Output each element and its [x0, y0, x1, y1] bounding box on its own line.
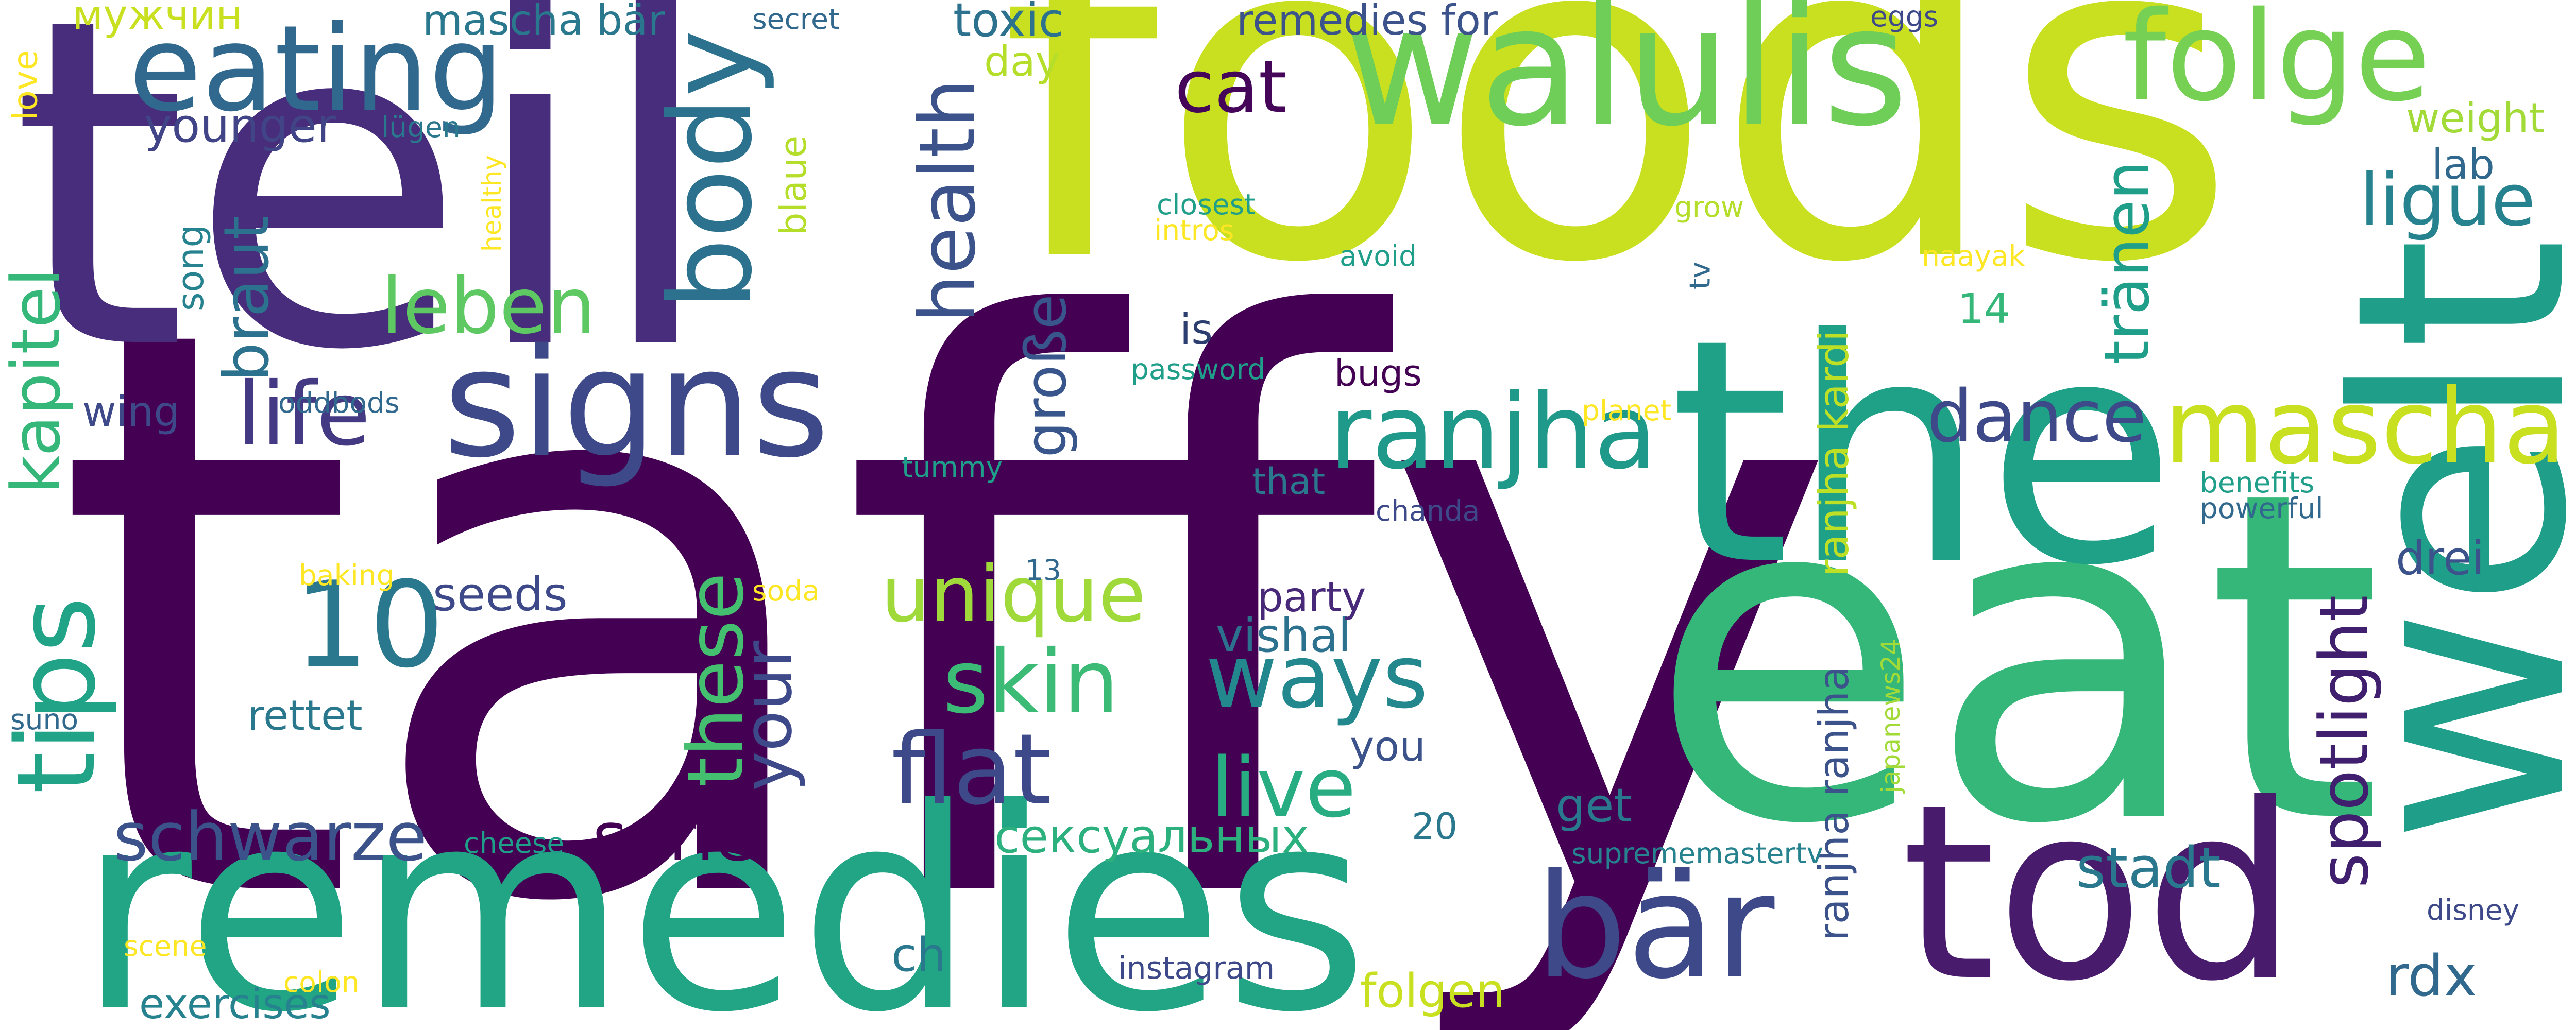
- word-remedies-for: remedies for: [1236, 0, 1498, 44]
- word-healthy: healthy: [477, 155, 507, 252]
- word-you: you: [1350, 723, 1426, 770]
- word-muzhchin: мужчин: [72, 0, 243, 39]
- word-foods: foods: [999, 0, 2238, 362]
- word-eating: eating: [129, 1, 504, 138]
- word-mascha-baer: mascha bär: [422, 0, 665, 44]
- word-rdx: rdx: [2385, 943, 2478, 1009]
- word-kapitel: kapitel: [0, 268, 75, 494]
- word-grosse: große: [1013, 294, 1079, 458]
- word-tummy: tummy: [902, 451, 1003, 484]
- word-health: health: [903, 78, 993, 323]
- word-blaue: bugs: [1334, 352, 1422, 394]
- word-13: 13: [1025, 554, 1061, 587]
- word-love: love: [6, 49, 45, 121]
- word-intros: intros: [1154, 214, 1234, 247]
- word-naayak: naayak: [1922, 239, 2025, 272]
- word-password: password: [1131, 353, 1266, 386]
- word-closest: closest: [1157, 188, 1256, 221]
- word-weight: weight: [2406, 94, 2545, 142]
- word-grow: grow: [1674, 191, 1744, 224]
- word-chanda: chanda: [1376, 494, 1480, 527]
- word-ranjha-kardi: ranjha kardi: [1810, 330, 1858, 577]
- word-life: life: [237, 364, 370, 466]
- word-unique: unique: [881, 550, 1146, 640]
- word-luegen: blaue: [772, 135, 815, 236]
- word-that: exercises: [139, 980, 331, 1028]
- word-dance: dance: [1927, 375, 2147, 459]
- word-rettet: rettet: [247, 692, 363, 740]
- word-skin: skin: [943, 631, 1119, 733]
- word-ch: ch: [891, 928, 946, 982]
- word-cheese: cheese: [464, 827, 565, 860]
- word-powerful: powerful: [2200, 492, 2324, 525]
- word-scene: scene: [124, 930, 207, 963]
- word-bugs: that: [1252, 460, 1326, 503]
- word-cat: cat: [1175, 45, 1287, 129]
- word-eat: eat: [1649, 395, 2383, 923]
- word-toxic: toxic: [953, 0, 1064, 47]
- word-tod: tod: [1901, 752, 2298, 1030]
- word-song: song: [170, 224, 212, 312]
- word-avoid: avoid: [1340, 239, 1417, 272]
- word-folgen: folgen: [1360, 964, 1505, 1018]
- word-baer: bär: [1535, 843, 1775, 1011]
- word-flat: flat: [891, 713, 1052, 827]
- word-signs: signs: [443, 317, 830, 491]
- word-traenen: tränen: [2092, 161, 2163, 365]
- word-baking: baking: [299, 559, 395, 592]
- word-oddbods: oddbods: [278, 386, 400, 419]
- word-mascha: mascha: [2164, 367, 2566, 487]
- word-leben: leben: [381, 262, 596, 351]
- word-secret: eggs: [1870, 0, 1939, 33]
- word-suno: suno: [10, 703, 79, 736]
- word-seeds: seeds: [433, 568, 568, 622]
- word-drei: drei: [2396, 531, 2485, 586]
- word-disney: disney: [2427, 894, 2520, 926]
- word-stadt: stadt: [2076, 835, 2221, 901]
- word-remedies: remedies: [77, 750, 1369, 1030]
- word-benefits: benefits: [2200, 466, 2315, 499]
- word-planet: planet: [1582, 394, 1672, 427]
- word-colon: colon: [283, 966, 360, 999]
- word-younger: younger: [144, 99, 336, 153]
- word-ligue: ligue: [2360, 159, 2536, 243]
- word-ranjha-ranjha: ranjha ranjha: [1810, 665, 1858, 941]
- word-eggs: lügen: [381, 111, 461, 144]
- word-suprememastertv: suprememastertv: [1571, 837, 1824, 870]
- word-instagram: secret: [752, 3, 840, 36]
- word-ranjha: ranjha: [1329, 372, 1657, 492]
- word-10: 10: [294, 557, 445, 694]
- word-schwarze: schwarze: [113, 798, 428, 876]
- word-ways: ways: [1206, 626, 1429, 728]
- word-lab: lab: [2432, 141, 2495, 188]
- word-exercises: instagram: [1118, 950, 1275, 986]
- word-tv: tv: [1683, 261, 1717, 290]
- word-braut: braut: [211, 215, 283, 382]
- word-walulis: walulis: [1345, 0, 1909, 163]
- word-day: day: [984, 38, 1060, 85]
- word-party: party: [1257, 573, 1366, 621]
- word-teil: teil: [10, 0, 719, 449]
- word-is: is: [1180, 305, 1213, 353]
- word-sexual: сексуальных: [994, 810, 1309, 864]
- word-soda: soda: [752, 574, 820, 607]
- word-get: get: [1556, 779, 1632, 833]
- word-vishal: vishal: [1216, 609, 1351, 663]
- word-14: 14: [1958, 285, 2010, 333]
- word-serie: serie: [592, 798, 756, 876]
- word-the: the: [1669, 273, 2177, 633]
- word-your: your: [728, 640, 807, 792]
- word-taffy: taffy: [52, 162, 1842, 1030]
- word-wing: wing: [82, 388, 180, 436]
- word-tips: tips: [0, 596, 120, 794]
- word-folge: folge: [2123, 0, 2431, 129]
- word-japanews24: japanews24: [1876, 639, 1906, 793]
- word-20: 20: [1412, 805, 1458, 848]
- word-spotlight: spotlight: [2305, 595, 2383, 888]
- word-live: live: [1211, 740, 1357, 836]
- word-body: body: [645, 29, 777, 311]
